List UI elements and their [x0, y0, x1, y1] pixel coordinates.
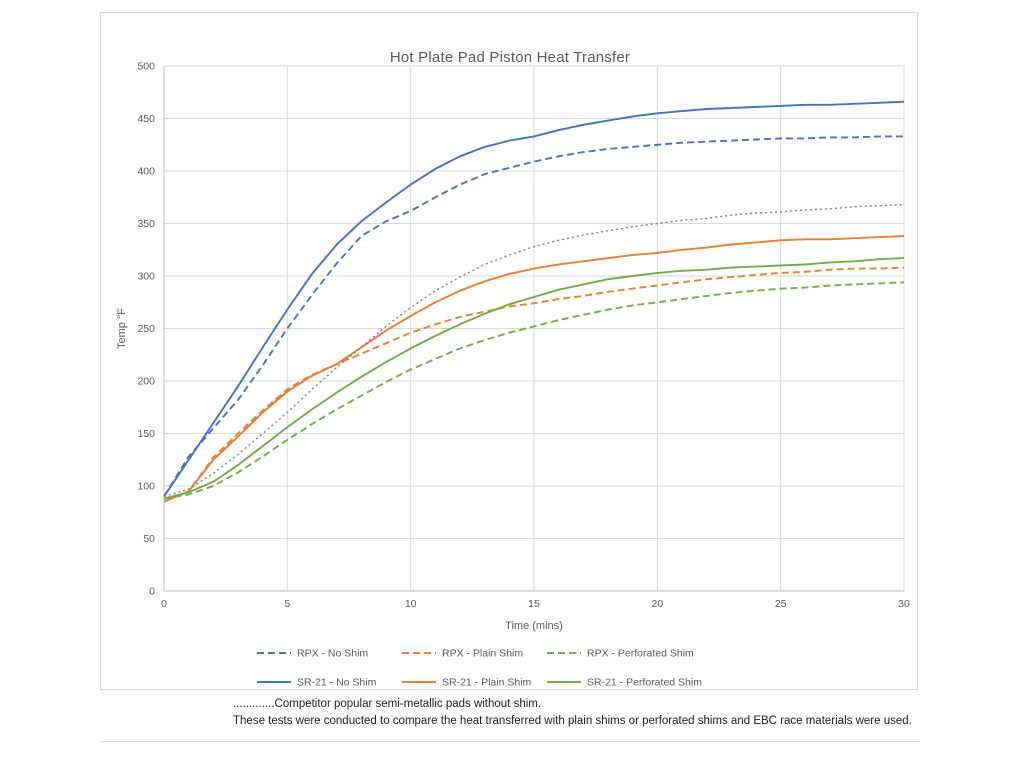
y-tick-label: 350	[137, 218, 155, 230]
legend-item-rpx-perforated-shim: RPX - Perforated Shim	[547, 648, 694, 660]
legend-item-sr-21-perforated-shim: SR-21 - Perforated Shim	[547, 677, 702, 689]
bottom-divider	[100, 741, 920, 742]
x-tick-label: 20	[651, 598, 663, 610]
y-tick-label: 400	[137, 166, 155, 178]
y-tick-label: 150	[137, 428, 155, 440]
legend-item-rpx-plain-shim: RPX - Plain Shim	[402, 648, 523, 660]
x-axis-title: Time (mins)	[505, 620, 563, 632]
y-axis-title: Temp °F	[116, 308, 128, 349]
y-tick-label: 100	[137, 481, 155, 493]
x-tick-label: 0	[161, 598, 167, 610]
legend-label: RPX - Perforated Shim	[587, 648, 694, 660]
legend-label: SR-21 - Plain Shim	[442, 677, 532, 689]
series-line-competitor-popular-semi-metallic-pads-without-shim	[163, 203, 905, 498]
legend-item-sr-21-plain-shim: SR-21 - Plain Shim	[402, 677, 532, 689]
legend-item-sr-21-no-shim: SR-21 - No Shim	[257, 677, 377, 689]
y-tick-label: 500	[137, 61, 155, 73]
series-line-sr-21-plain-shim	[163, 235, 905, 503]
series-line-sr-21-no-shim	[163, 100, 905, 498]
legend-item-rpx-no-shim: RPX - No Shim	[257, 648, 368, 660]
y-tick-label: 300	[137, 271, 155, 283]
y-tick-label: 250	[137, 323, 155, 335]
heat-transfer-chart: 0 50 100 150 200 250 300 350 400 450 500 0 5 10 15 20 25…	[116, 61, 910, 689]
legend-label: RPX - Plain Shim	[442, 648, 523, 660]
legend-label: RPX - No Shim	[297, 648, 368, 660]
series-line-rpx-perforated-shim	[163, 281, 905, 500]
x-tick-label: 15	[528, 598, 540, 610]
y-tick-label: 0	[149, 586, 155, 598]
x-tick-label: 5	[284, 598, 290, 610]
footnote-competitor: .............Competitor popular semi-met…	[233, 698, 542, 710]
series-line-rpx-plain-shim	[163, 266, 905, 503]
y-tick-label: 50	[143, 533, 155, 545]
y-tick-label: 450	[137, 113, 155, 125]
x-tick-label: 30	[898, 598, 910, 610]
series-line-sr-21-perforated-shim	[163, 257, 905, 500]
chart-title: Hot Plate Pad Piston Heat Transfer	[389, 49, 631, 66]
chart-footnotes: .............Competitor popular semi-met…	[233, 696, 933, 730]
x-tick-label: 10	[405, 598, 417, 610]
footnote-test-description: These tests were conducted to compare th…	[233, 715, 912, 727]
chart-panel: 0 50 100 150 200 250 300 350 400 450 500 0 5 10 15 20 25…	[100, 12, 918, 690]
y-tick-label: 200	[137, 376, 155, 388]
series-line-rpx-no-shim	[163, 135, 904, 498]
legend-label: SR-21 - Perforated Shim	[587, 677, 702, 689]
legend-label: SR-21 - No Shim	[297, 677, 377, 689]
x-tick-label: 25	[775, 598, 787, 610]
